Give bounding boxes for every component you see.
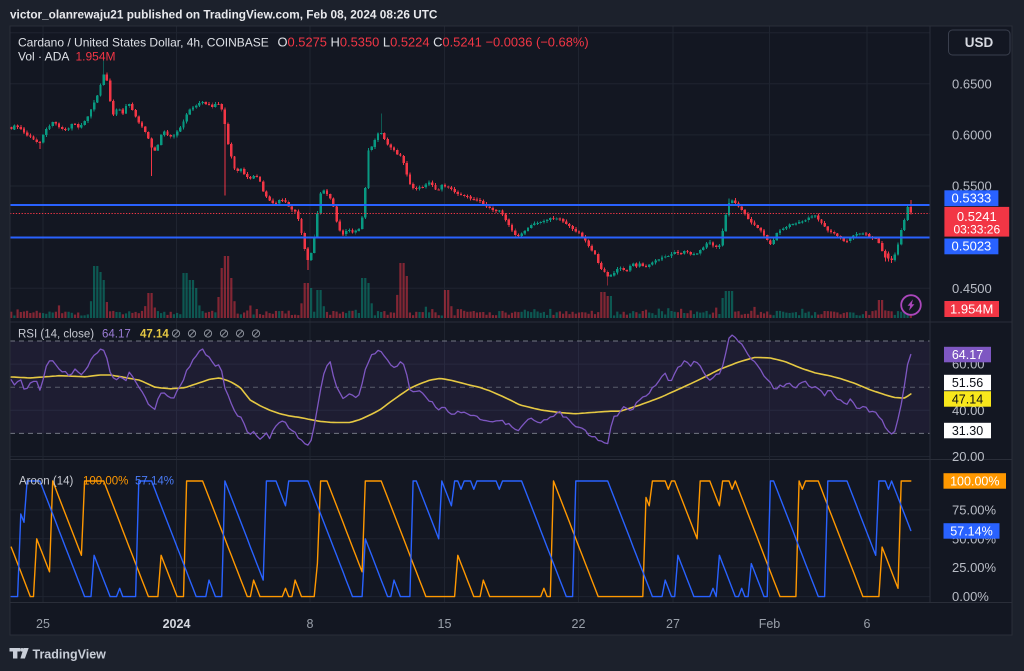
svg-text:1.954M: 1.954M (950, 301, 993, 316)
svg-text:0.6000: 0.6000 (952, 127, 992, 142)
svg-text:TradingView: TradingView (33, 648, 107, 662)
svg-text:1.954M: 1.954M (76, 49, 116, 63)
svg-text:47.14: 47.14 (140, 329, 169, 341)
svg-text:Vol · ADA: Vol · ADA (18, 49, 69, 63)
svg-text:15: 15 (438, 617, 452, 631)
svg-text:51.56: 51.56 (952, 376, 983, 390)
svg-text:O0.5275 H0.5350 L0.5224 C0.: O0.5275 H0.5350 L0.5224 C0.5241 −0.0036 … (278, 34, 589, 49)
svg-text:Aroon (14): Aroon (14) (19, 476, 74, 488)
svg-text:25: 25 (36, 617, 50, 631)
svg-text:2024: 2024 (163, 617, 191, 631)
svg-text:20.00: 20.00 (952, 449, 985, 464)
svg-text:Cardano / United States Dollar: Cardano / United States Dollar, 4h, COIN… (18, 35, 269, 49)
svg-text:57.14%: 57.14% (950, 524, 992, 538)
svg-text:25.00%: 25.00% (952, 560, 997, 575)
svg-text:03:33:26: 03:33:26 (953, 223, 1000, 237)
svg-text:47.14: 47.14 (952, 392, 983, 406)
svg-text:22: 22 (572, 617, 586, 631)
svg-text:0.4500: 0.4500 (952, 281, 992, 296)
svg-text:USD: USD (965, 35, 994, 50)
svg-text:6: 6 (864, 617, 871, 631)
svg-text:27: 27 (666, 617, 680, 631)
svg-text:0.5241: 0.5241 (957, 209, 997, 224)
svg-text:8: 8 (307, 617, 314, 631)
svg-text:31.30: 31.30 (952, 424, 983, 438)
svg-text:100.00%: 100.00% (83, 476, 128, 488)
svg-text:0.5023: 0.5023 (952, 239, 992, 254)
svg-text:victor_olanrewaju21 published: victor_olanrewaju21 published on Trading… (10, 8, 438, 22)
svg-text:75.00%: 75.00% (952, 502, 997, 517)
svg-text:0.6500: 0.6500 (952, 76, 992, 91)
svg-text:64.17: 64.17 (952, 348, 983, 362)
svg-text:RSI (14, close): RSI (14, close) (18, 329, 94, 341)
svg-text:57.14%: 57.14% (135, 476, 174, 488)
svg-text:Feb: Feb (759, 617, 781, 631)
svg-text:0.5333: 0.5333 (952, 191, 992, 206)
svg-text:0.00%: 0.00% (952, 589, 989, 604)
svg-text:64.17: 64.17 (102, 329, 131, 341)
svg-text:100.00%: 100.00% (950, 474, 999, 488)
svg-text:0.5500: 0.5500 (952, 179, 992, 194)
